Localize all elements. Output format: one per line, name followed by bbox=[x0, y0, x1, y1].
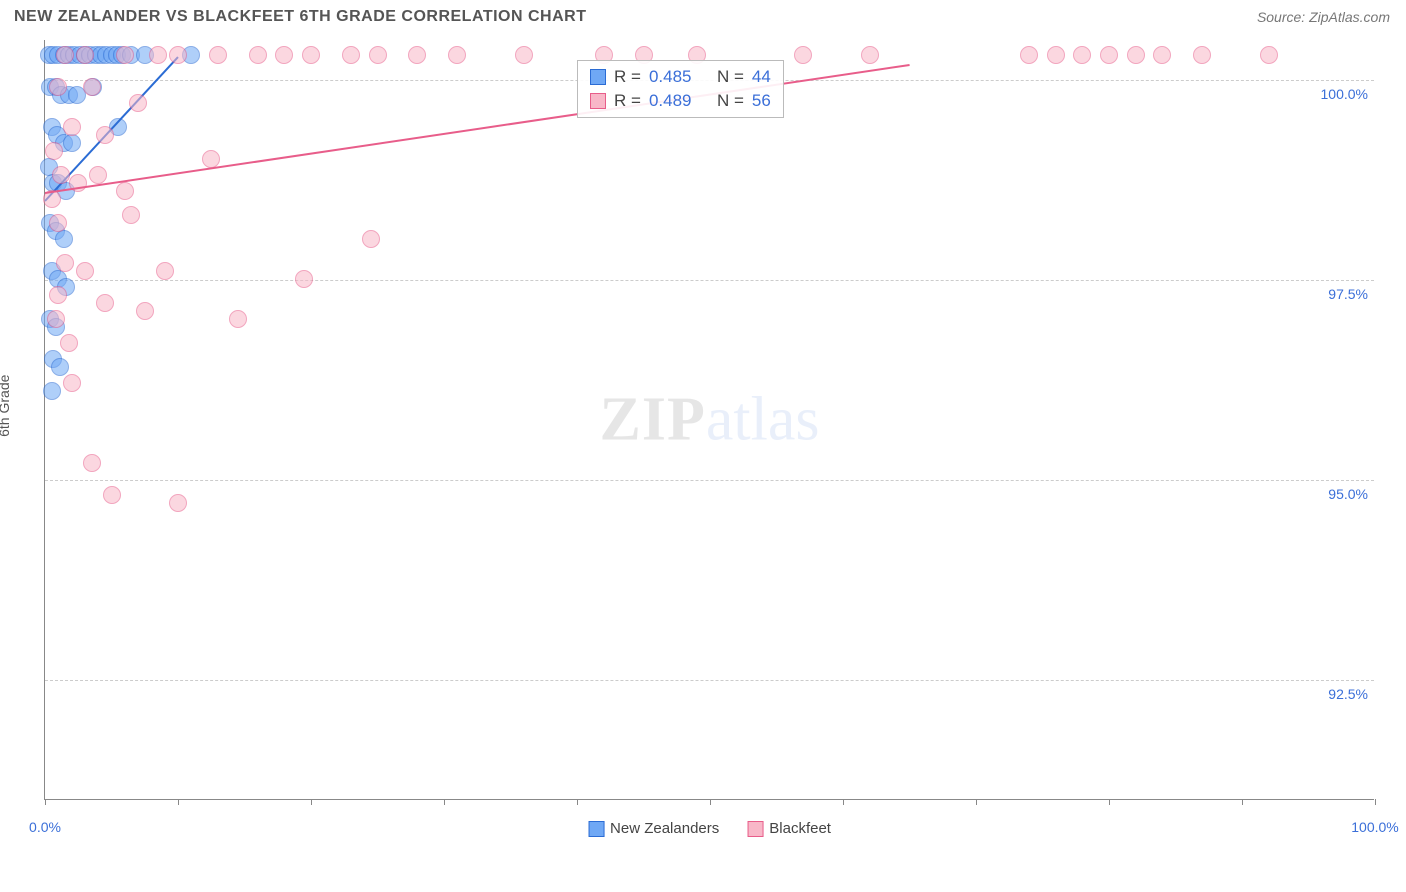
data-point bbox=[362, 230, 380, 248]
data-point bbox=[169, 494, 187, 512]
data-point bbox=[369, 46, 387, 64]
data-point bbox=[63, 118, 81, 136]
data-point bbox=[51, 358, 69, 376]
data-point bbox=[295, 270, 313, 288]
data-point bbox=[229, 310, 247, 328]
data-point bbox=[408, 46, 426, 64]
data-point bbox=[1100, 46, 1118, 64]
x-tick bbox=[444, 799, 445, 805]
gridline bbox=[45, 280, 1374, 281]
data-point bbox=[76, 46, 94, 64]
data-point bbox=[55, 230, 73, 248]
data-point bbox=[448, 46, 466, 64]
y-tick-label: 95.0% bbox=[1328, 486, 1368, 502]
data-point bbox=[52, 166, 70, 184]
legend-item: Blackfeet bbox=[747, 820, 831, 837]
stats-box: R =0.485 N =44R =0.489 N =56 bbox=[577, 60, 784, 118]
data-point bbox=[1020, 46, 1038, 64]
data-point bbox=[136, 302, 154, 320]
chart-title: NEW ZEALANDER VS BLACKFEET 6TH GRADE COR… bbox=[14, 8, 586, 26]
x-tick bbox=[710, 799, 711, 805]
data-point bbox=[861, 46, 879, 64]
x-tick bbox=[45, 799, 46, 805]
data-point bbox=[83, 78, 101, 96]
legend-swatch bbox=[588, 821, 604, 837]
legend-item: New Zealanders bbox=[588, 820, 719, 837]
legend-swatch bbox=[590, 69, 606, 85]
y-tick-label: 100.0% bbox=[1321, 86, 1368, 102]
data-point bbox=[89, 166, 107, 184]
y-axis-label: 6th Grade bbox=[0, 375, 12, 437]
data-point bbox=[56, 254, 74, 272]
data-point bbox=[1193, 46, 1211, 64]
legend-swatch bbox=[590, 93, 606, 109]
x-tick bbox=[976, 799, 977, 805]
data-point bbox=[342, 46, 360, 64]
chart-container: 6th Grade ZIPatlas 92.5%95.0%97.5%100.0%… bbox=[14, 40, 1392, 880]
data-point bbox=[96, 294, 114, 312]
gridline bbox=[45, 680, 1374, 681]
data-point bbox=[49, 286, 67, 304]
data-point bbox=[129, 94, 147, 112]
source-label: Source: ZipAtlas.com bbox=[1257, 9, 1390, 25]
data-point bbox=[116, 46, 134, 64]
stats-row: R =0.489 N =56 bbox=[590, 89, 771, 113]
x-tick bbox=[1242, 799, 1243, 805]
data-point bbox=[45, 142, 63, 160]
data-point bbox=[794, 46, 812, 64]
data-point bbox=[103, 486, 121, 504]
data-point bbox=[1153, 46, 1171, 64]
data-point bbox=[149, 46, 167, 64]
x-tick bbox=[178, 799, 179, 805]
data-point bbox=[1073, 46, 1091, 64]
x-tick bbox=[577, 799, 578, 805]
data-point bbox=[56, 46, 74, 64]
data-point bbox=[76, 262, 94, 280]
data-point bbox=[1127, 46, 1145, 64]
data-point bbox=[47, 310, 65, 328]
x-tick bbox=[311, 799, 312, 805]
gridline bbox=[45, 480, 1374, 481]
x-tick bbox=[843, 799, 844, 805]
data-point bbox=[63, 134, 81, 152]
legend: New Zealanders Blackfeet bbox=[588, 820, 831, 837]
y-tick-label: 92.5% bbox=[1328, 686, 1368, 702]
legend-label: New Zealanders bbox=[610, 820, 719, 837]
data-point bbox=[249, 46, 267, 64]
data-point bbox=[209, 46, 227, 64]
data-point bbox=[43, 382, 61, 400]
plot-area: ZIPatlas 92.5%95.0%97.5%100.0%0.0%100.0%… bbox=[44, 40, 1374, 800]
data-point bbox=[116, 182, 134, 200]
data-point bbox=[83, 454, 101, 472]
data-point bbox=[275, 46, 293, 64]
x-tick bbox=[1375, 799, 1376, 805]
data-point bbox=[96, 126, 114, 144]
stats-row: R =0.485 N =44 bbox=[590, 65, 771, 89]
x-tick bbox=[1109, 799, 1110, 805]
y-tick-label: 97.5% bbox=[1328, 286, 1368, 302]
data-point bbox=[1260, 46, 1278, 64]
data-point bbox=[60, 334, 78, 352]
watermark: ZIPatlas bbox=[600, 384, 820, 455]
x-tick-label: 100.0% bbox=[1351, 819, 1398, 835]
data-point bbox=[63, 374, 81, 392]
data-point bbox=[49, 214, 67, 232]
data-point bbox=[1047, 46, 1065, 64]
data-point bbox=[515, 46, 533, 64]
data-point bbox=[122, 206, 140, 224]
data-point bbox=[169, 46, 187, 64]
legend-swatch bbox=[747, 821, 763, 837]
x-tick-label: 0.0% bbox=[29, 819, 61, 835]
legend-label: Blackfeet bbox=[769, 820, 831, 837]
data-point bbox=[156, 262, 174, 280]
data-point bbox=[302, 46, 320, 64]
data-point bbox=[49, 78, 67, 96]
